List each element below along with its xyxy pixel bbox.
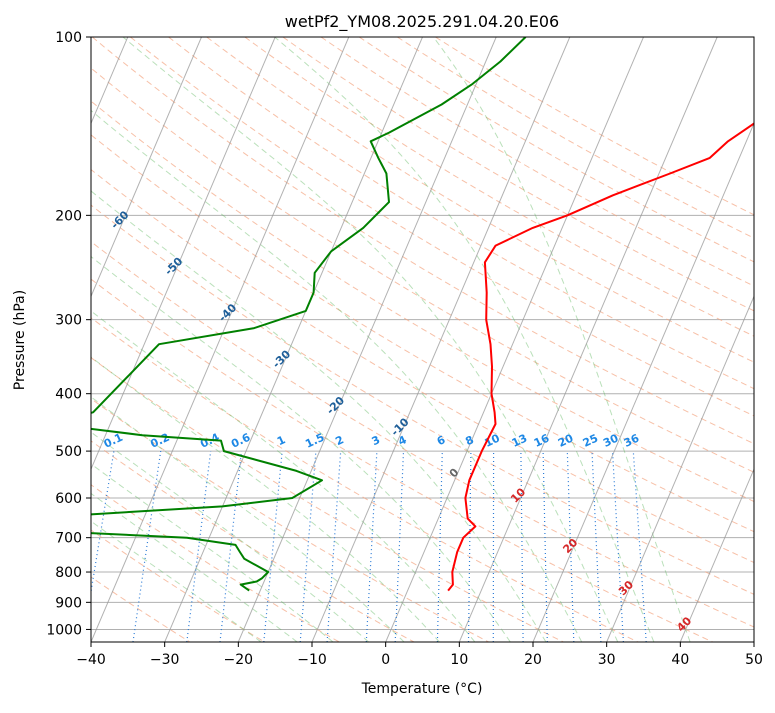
x-tick-label: 0 <box>381 652 390 668</box>
y-axis-label: Pressure (hPa) <box>12 290 28 390</box>
x-tick-label: 30 <box>598 652 616 668</box>
x-tick-label: 40 <box>671 652 689 668</box>
x-tick-label: −10 <box>297 652 327 668</box>
y-tick-label: 200 <box>55 208 82 224</box>
x-tick-label: −40 <box>76 652 106 668</box>
x-tick-label: 20 <box>524 652 542 668</box>
chart-title: wetPf2_YM08.2025.291.04.20.E06 <box>285 12 559 32</box>
x-tick-label: 10 <box>450 652 468 668</box>
x-tick-label: −20 <box>224 652 254 668</box>
x-tick-label: 50 <box>745 652 763 668</box>
y-tick-label: 900 <box>55 595 82 611</box>
y-tick-label: 600 <box>55 491 82 507</box>
y-tick-label: 100 <box>55 30 82 46</box>
y-tick-label: 700 <box>55 531 82 547</box>
x-tick-label: −30 <box>150 652 180 668</box>
x-axis-label: Temperature (°C) <box>361 681 483 697</box>
y-tick-label: 800 <box>55 565 82 581</box>
y-tick-label: 400 <box>55 387 82 403</box>
y-tick-label: 300 <box>55 313 82 329</box>
y-tick-label: 500 <box>55 444 82 460</box>
y-tick-label: 1000 <box>46 622 82 638</box>
